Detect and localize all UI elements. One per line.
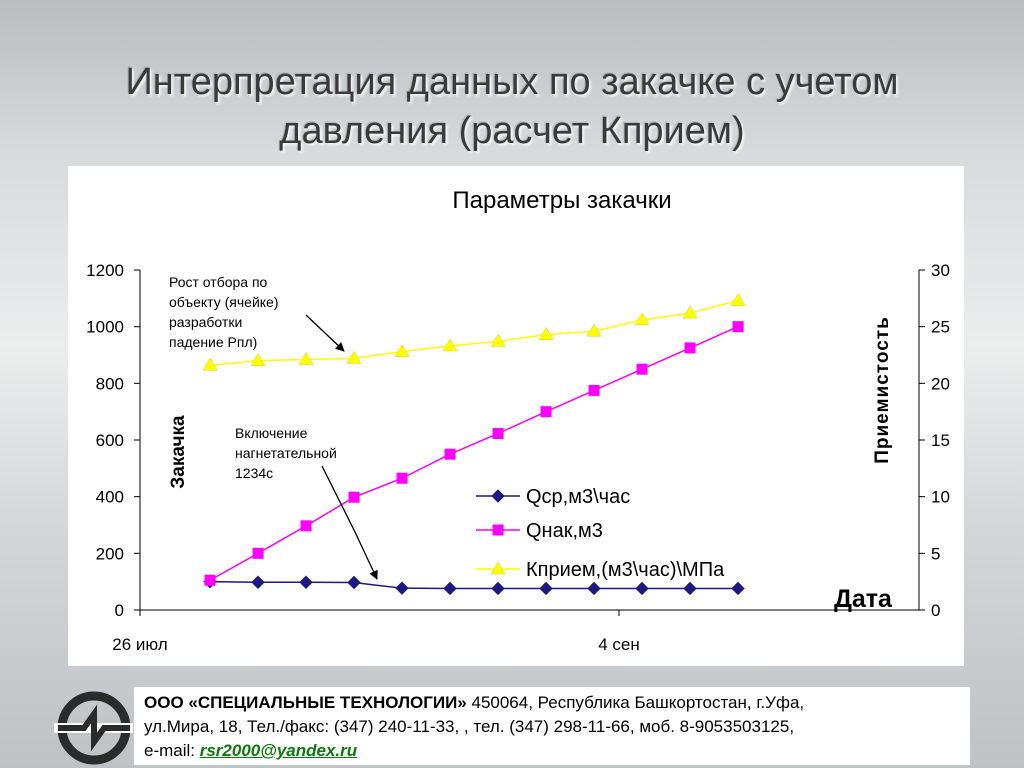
y-left-tick-label: 0 [115,601,124,620]
slide-title-line-1: Интерпретация данных по закачке с учетом [125,61,899,103]
series-3-point [634,312,650,326]
series-line-2 [209,325,739,581]
series-2-point [204,574,216,586]
series-2-point [684,342,696,354]
series-2-point [348,491,360,503]
chart-panel: Параметры закачки 0 200 400 600 800 1000 1200 0 5… [68,166,964,666]
series-2-point [540,406,552,418]
series-1-point [443,581,457,596]
series-1-point [347,575,361,590]
legend-label-1: Qср,м3\час [526,486,630,508]
series-3-point [442,338,458,352]
email-label: e-mail: [144,741,200,760]
legend-marker-1 [491,489,505,503]
series-3-point [682,305,698,319]
y-left-tick-label: 1200 [86,261,124,280]
series-3-point [394,344,410,357]
legend-label-3: Кприем,(м3\час)\МПа [526,559,725,581]
chart-svg: Параметры закачки 0 200 400 600 800 1000 1200 0 5… [86,187,950,654]
y-right-tick-label: 20 [931,374,950,393]
y-right-tick-label: 10 [931,488,950,507]
x-tick-label: 26 июл [112,635,167,654]
footer-line-3: e-mail: rsr2000@yandex.ru [144,739,960,763]
series-3-point [202,357,218,371]
y-left-tick-label: 800 [96,374,124,393]
annotation-injection-line: нагнетательной [235,445,337,461]
company-logo-icon [54,691,134,765]
y-left-tick-label: 600 [96,431,124,450]
series-1-point [491,581,505,596]
annotation-growth-line: объекту (ячейке) [169,294,279,310]
y-left-tick-label: 200 [96,544,124,563]
footer-line-1: ООО «СПЕЦИАЛЬНЫЕ ТЕХНОЛОГИИ» 450064, Рес… [144,691,960,715]
series-1-point [251,575,265,589]
y-axis-right-label: Приемистость [872,316,893,464]
company-name: ООО «СПЕЦИАЛЬНЫЕ ТЕХНОЛОГИИ» [144,693,467,712]
annotation-injection-line: 1234с [235,465,273,481]
footer-contact: ООО «СПЕЦИАЛЬНЫЕ ТЕХНОЛОГИИ» 450064, Рес… [133,686,971,766]
annotation-growth-arrow [305,314,345,352]
series-3-point [586,323,602,337]
y-right-tick-label: 15 [931,431,950,450]
slide-title: Интерпретация данных по закачке с учетом… [40,58,984,156]
series-line-3 [209,299,739,366]
series-2-point [252,547,264,559]
series-1-point [299,575,313,589]
legend-marker-2 [492,524,504,536]
series-2-point [636,363,648,375]
slide-title-line-2: давления (расчет Кприем) [279,110,745,152]
x-tick-label: 4 сен [598,635,640,654]
y-left-tick-label: 1000 [86,318,124,337]
legend-label-2: Qнак,м3 [526,520,603,542]
series-3-point [538,327,554,340]
annotation-growth-line: падение Рпл) [169,334,257,350]
series-1-point [587,581,601,596]
series-3-point [730,293,746,306]
series-3-point [250,353,266,366]
chart-title: Параметры закачки [452,187,671,214]
y-right-tick-label: 5 [931,544,940,563]
y-left-tick-label: 400 [96,488,124,507]
series-1-point [635,581,649,596]
series-1-point [683,581,697,596]
series-1-point [539,581,553,596]
legend-marker-3 [490,561,506,575]
annotation-injection-line: Включение [235,425,308,441]
y-right-tick-label: 25 [931,318,950,337]
series-3-point [490,333,506,347]
series-2-point [444,448,456,460]
series-1-point [731,581,745,596]
series-3-point [346,350,362,364]
series-line-1 [209,580,738,590]
series-2-point [396,472,408,484]
email-link[interactable]: rsr2000@yandex.ru [199,741,358,760]
series-2-point [588,384,600,396]
annotation-growth-line: разработки [169,314,242,330]
x-axis-label: Дата [834,585,893,613]
series-2-point [492,427,504,439]
y-right-tick-label: 30 [931,261,950,280]
series-2-point [732,321,744,333]
y-right-tick-label: 0 [931,601,940,620]
series-3-point [298,352,314,365]
annotation-injection-arrow [321,465,378,580]
footer-line-2: ул.Мира, 18, Тел./факс: (347) 240-11-33,… [144,717,795,736]
series-1-point [395,581,409,595]
y-axis-left-label: Закачка [168,415,189,489]
company-address: 450064, Республика Башкортостан, г.Уфа, [466,693,805,712]
annotation-growth-line: Рост отбора по [169,274,268,290]
series-2-point [300,520,312,532]
